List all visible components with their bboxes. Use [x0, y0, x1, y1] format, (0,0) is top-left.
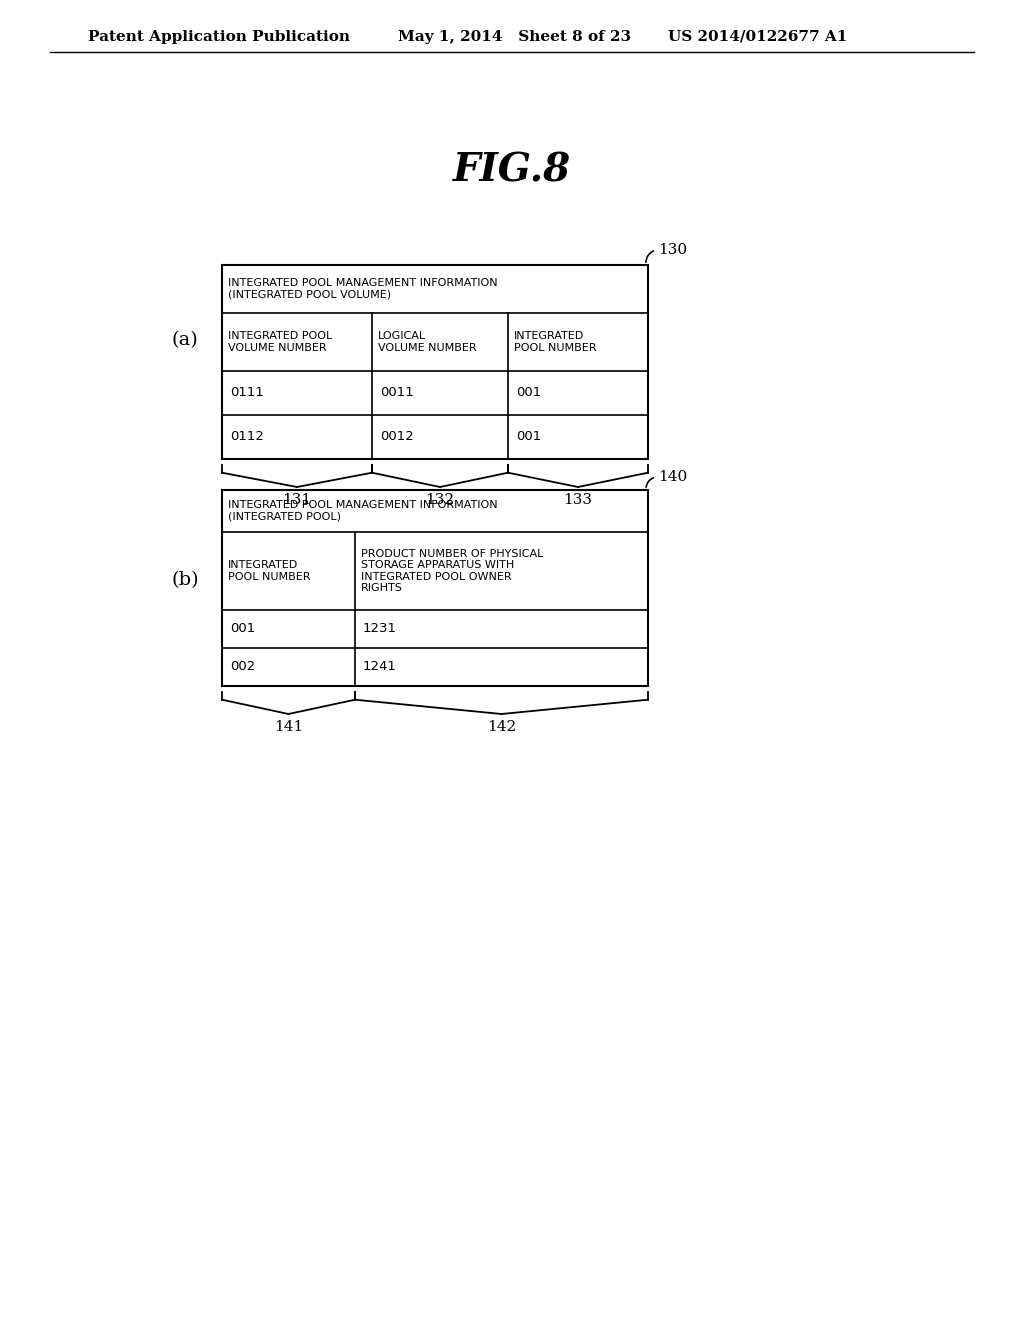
Text: FIG.8: FIG.8 [453, 150, 571, 189]
Text: 133: 133 [563, 492, 593, 507]
Text: Patent Application Publication: Patent Application Publication [88, 30, 350, 44]
Text: INTEGRATED POOL
VOLUME NUMBER: INTEGRATED POOL VOLUME NUMBER [228, 331, 332, 352]
Text: (a): (a) [172, 331, 199, 348]
Text: 1231: 1231 [362, 623, 397, 635]
Bar [222, 490, 648, 686]
Text: (b): (b) [171, 572, 199, 589]
Text: 0011: 0011 [380, 387, 414, 400]
Text: LOGICAL
VOLUME NUMBER: LOGICAL VOLUME NUMBER [378, 331, 476, 352]
Text: 001: 001 [516, 430, 542, 444]
Text: 001: 001 [516, 387, 542, 400]
Text: 130: 130 [658, 243, 687, 257]
Text: May 1, 2014   Sheet 8 of 23: May 1, 2014 Sheet 8 of 23 [398, 30, 631, 44]
Text: PRODUCT NUMBER OF PHYSICAL
STORAGE APPARATUS WITH
INTEGRATED POOL OWNER
RIGHTS: PRODUCT NUMBER OF PHYSICAL STORAGE APPAR… [361, 549, 544, 594]
Text: 132: 132 [425, 492, 455, 507]
Text: 131: 131 [283, 492, 311, 507]
Text: INTEGRATED
POOL NUMBER: INTEGRATED POOL NUMBER [514, 331, 597, 352]
Bar [222, 265, 648, 459]
Text: 1241: 1241 [362, 660, 397, 673]
Text: 142: 142 [486, 719, 516, 734]
Text: INTEGRATED POOL MANAGEMENT INFORMATION
(INTEGRATED POOL VOLUME): INTEGRATED POOL MANAGEMENT INFORMATION (… [228, 279, 498, 300]
Text: 0111: 0111 [230, 387, 264, 400]
Text: 001: 001 [230, 623, 255, 635]
Text: 0012: 0012 [380, 430, 414, 444]
Text: 002: 002 [230, 660, 255, 673]
Text: INTEGRATED
POOL NUMBER: INTEGRATED POOL NUMBER [228, 560, 310, 582]
Text: 141: 141 [273, 719, 303, 734]
Text: INTEGRATED POOL MANAGEMENT INFORMATION
(INTEGRATED POOL): INTEGRATED POOL MANAGEMENT INFORMATION (… [228, 500, 498, 521]
Text: 0112: 0112 [230, 430, 264, 444]
Text: US 2014/0122677 A1: US 2014/0122677 A1 [668, 30, 848, 44]
Text: 140: 140 [658, 470, 687, 484]
